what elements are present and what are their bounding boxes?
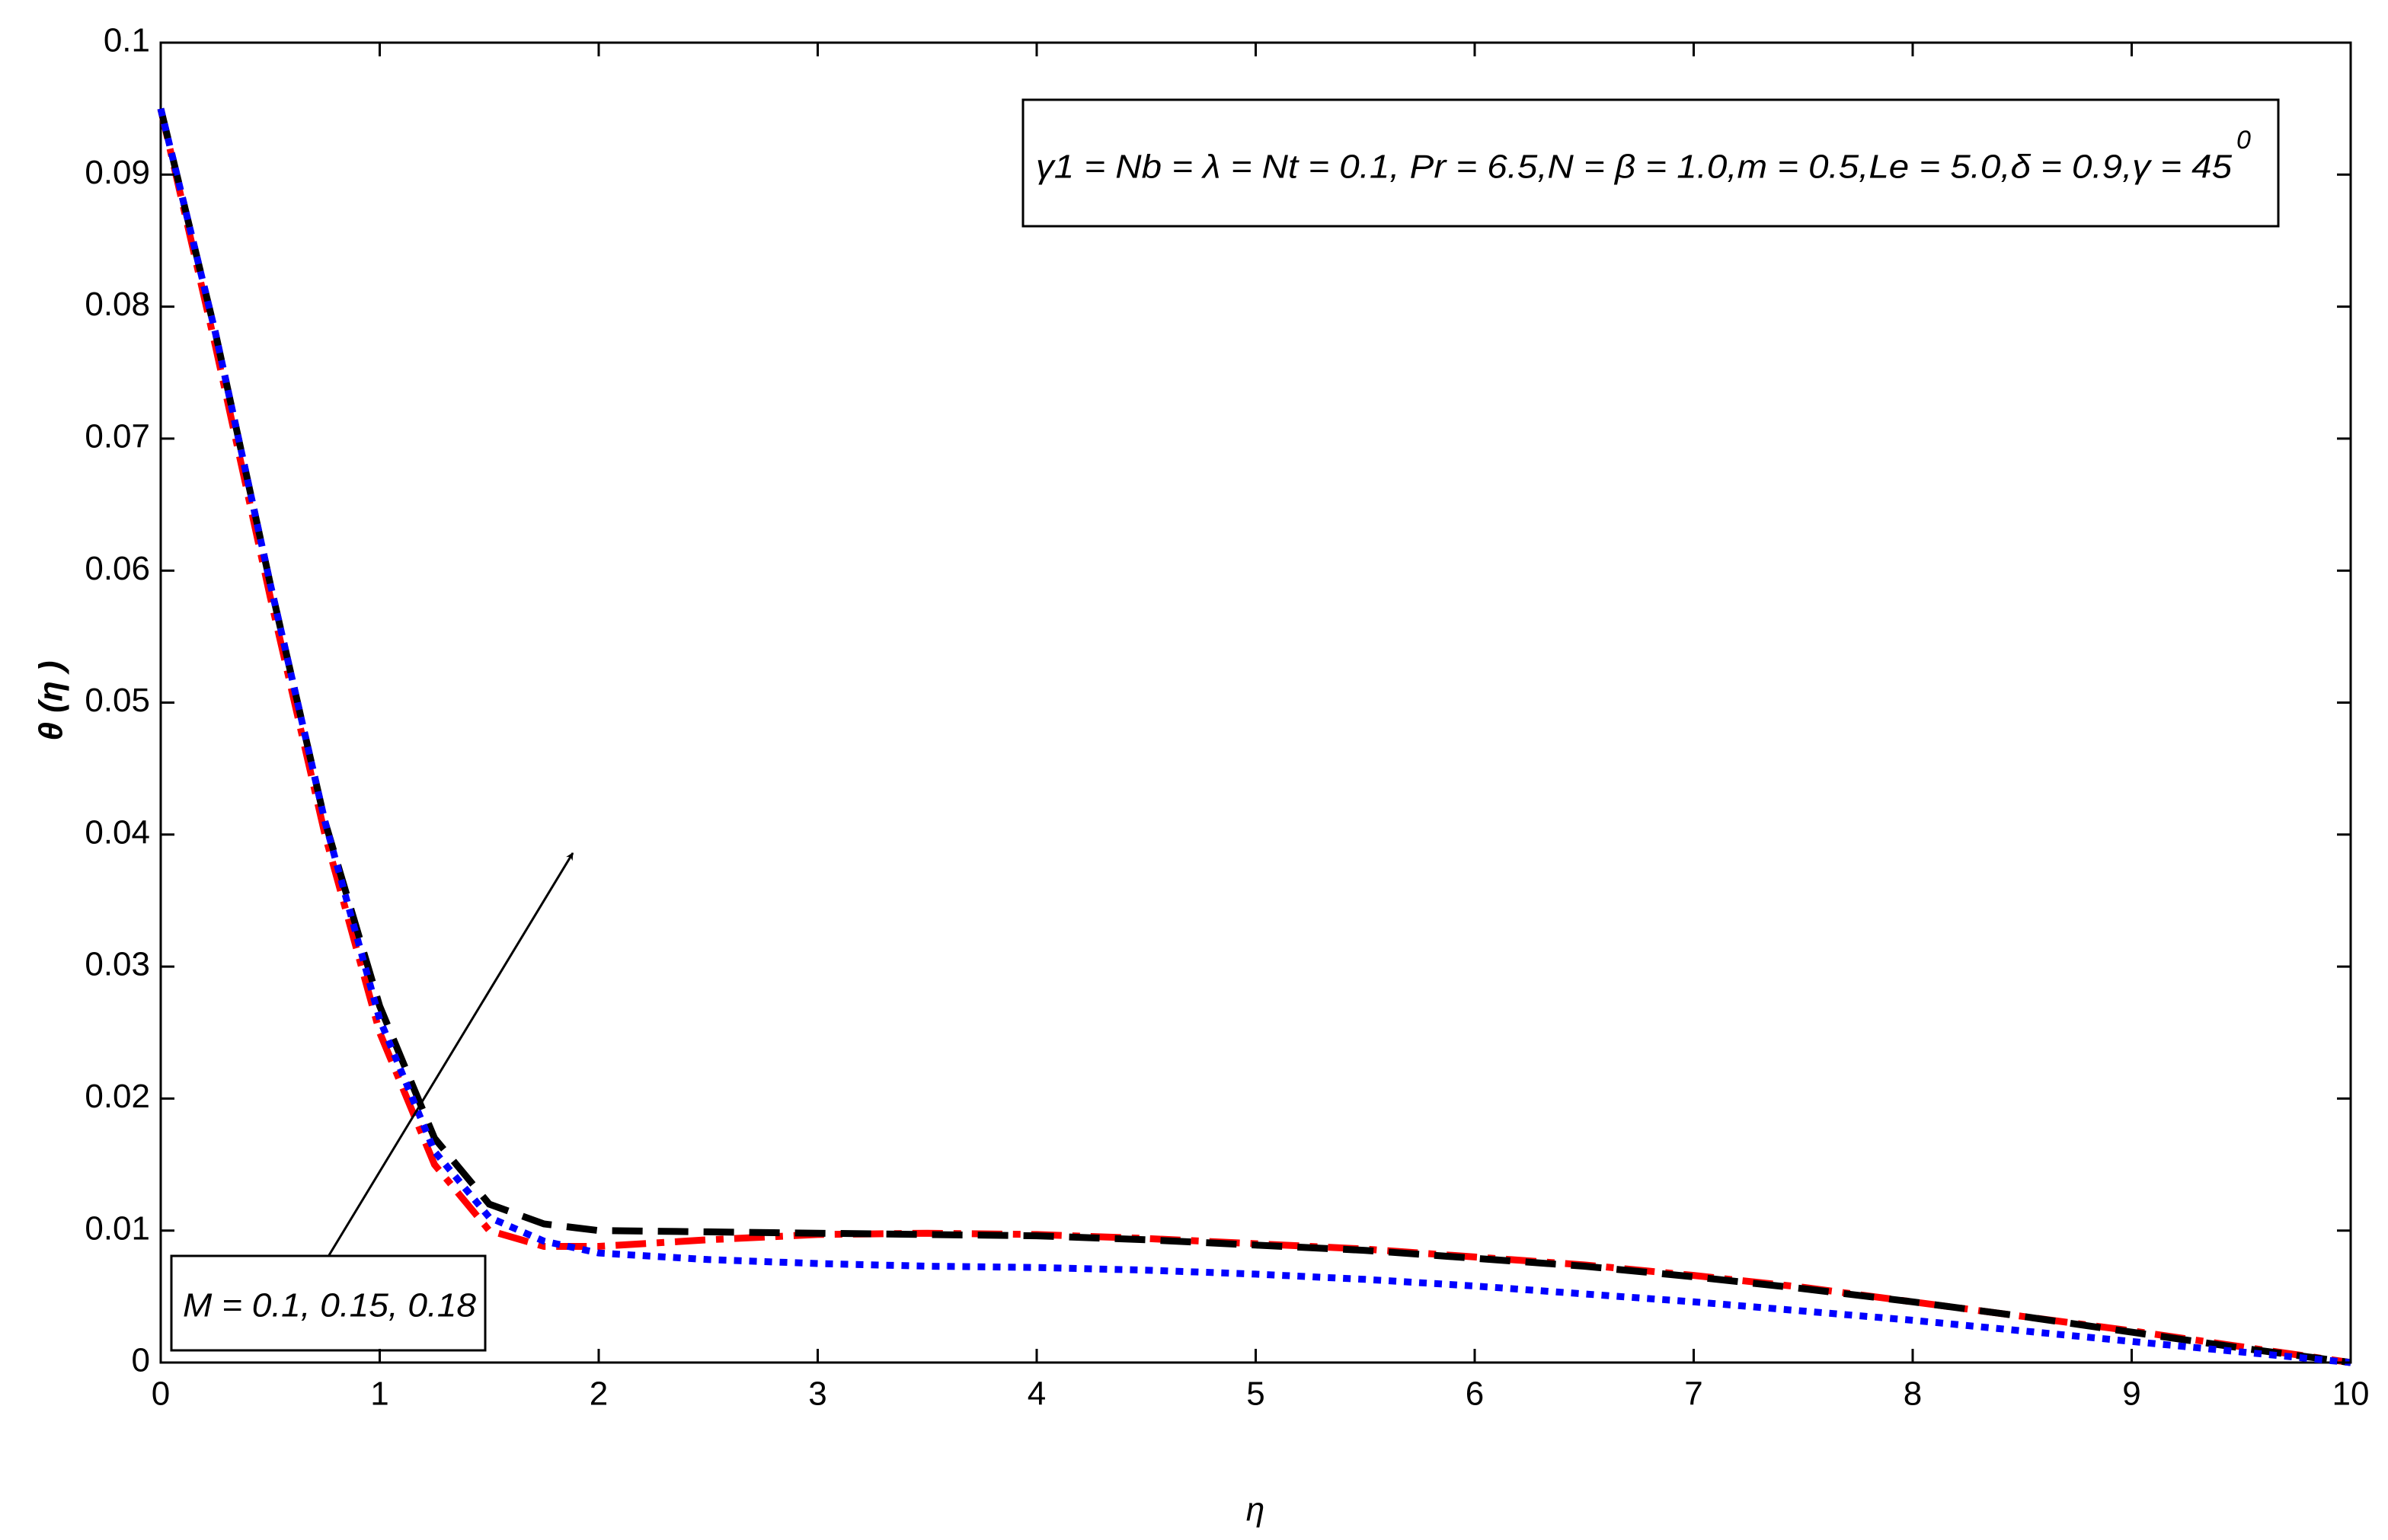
annotation: γ1 = Nb = λ = Nt = 0.1, Pr = 6.5,N = β =…: [1036, 149, 2233, 186]
y-tick-label: 0.02: [85, 1078, 150, 1115]
annotation-box: [170, 1254, 487, 1352]
x-tick-label: 1: [370, 1375, 388, 1413]
x-tick-label: 4: [1028, 1375, 1046, 1413]
x-tick-label: 8: [1904, 1375, 1922, 1413]
x-tick-label: 6: [1466, 1375, 1484, 1413]
arrow: [328, 852, 574, 1256]
curves: [157, 107, 2351, 1366]
y-tick-label: 0.1: [104, 22, 150, 59]
line-series: [157, 107, 2351, 1366]
x-tick-label: 0: [152, 1375, 170, 1413]
annotation: M = 0.1, 0.15, 0.18: [183, 1287, 477, 1324]
x-axis-label: η: [1246, 1491, 1264, 1529]
y-tick-label: 0: [132, 1342, 150, 1379]
annotation-sup: 0: [2236, 126, 2251, 155]
y-axis-label: θ (η ): [33, 660, 70, 740]
y-tick-label: 0.06: [85, 550, 150, 587]
y-tick-label: 0.09: [85, 154, 150, 191]
x-tick-label: 9: [2122, 1375, 2140, 1413]
x-tick-label: 3: [808, 1375, 826, 1413]
x-tick-label: 10: [2332, 1375, 2370, 1413]
y-tick-label: 0.08: [85, 286, 150, 323]
x-tick-label: 7: [1684, 1375, 1702, 1413]
y-tick-label: 0.01: [85, 1209, 150, 1247]
x-tick-label: 2: [590, 1375, 608, 1413]
y-tick-label: 0.03: [85, 946, 150, 983]
y-tick-label: 0.05: [85, 682, 150, 719]
line-series: [157, 107, 2351, 1366]
x-tick-label: 5: [1246, 1375, 1264, 1413]
y-tick-label: 0.07: [85, 418, 150, 455]
annotation-box: [1021, 98, 2280, 228]
y-tick-label: 0.04: [85, 813, 150, 851]
plot-frame: [159, 41, 2352, 1364]
